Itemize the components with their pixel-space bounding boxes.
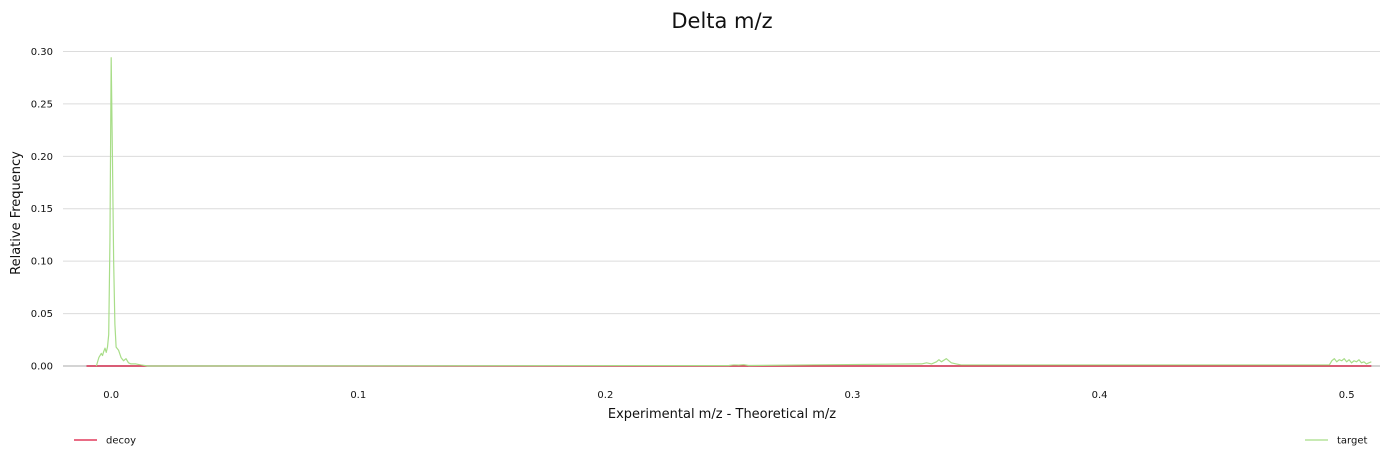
series-line-target [95,57,1372,367]
y-axis-label: Relative Frequency [9,151,24,275]
y-tick-label: 0.25 [31,99,53,110]
y-tick-label: 0.10 [31,257,53,268]
legend-label-decoy: decoy [106,436,136,447]
x-axis-label: Experimental m/z - Theoretical m/z [608,407,836,422]
y-tick-label: 0.30 [31,47,53,58]
legend: decoy target [74,436,1367,447]
x-tick-label: 0.3 [845,390,861,401]
x-tick-label: 0.2 [597,390,613,401]
axes: 0.00 0.05 0.10 0.15 0.20 0.25 0.30 0.0 0.1 0.2 0.3… [31,47,1380,401]
legend-label-target: target [1337,436,1367,447]
y-tick-label: 0.20 [31,152,53,163]
y-tick-label: 0.05 [31,309,53,320]
chart-title: Delta m/z [671,9,772,33]
y-tick-label: 0.15 [31,204,53,215]
x-tick-label: 0.1 [350,390,366,401]
x-tick-label: 0.4 [1092,390,1108,401]
y-tick-label: 0.00 [31,362,53,373]
series-lines [86,57,1372,367]
x-tick-label: 0.0 [103,390,119,401]
x-tick-label: 0.5 [1339,390,1355,401]
gridlines [63,50,1380,367]
